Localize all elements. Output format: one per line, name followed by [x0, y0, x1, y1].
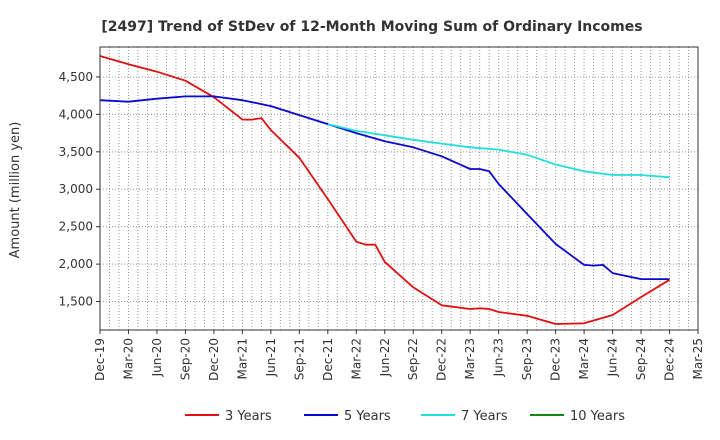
y-tick-label: 2,000	[59, 257, 93, 271]
x-tick-label: Sep-21	[292, 338, 306, 380]
y-tick-label: 3,500	[59, 145, 93, 159]
legend-label: 5 Years	[344, 409, 391, 424]
x-tick-label: Mar-20	[121, 338, 135, 379]
legend-label: 10 Years	[570, 409, 625, 424]
x-tick-label: Jun-24	[606, 338, 620, 377]
legend: 3 Years 5 Years 7 Years 10 Years	[185, 409, 625, 424]
series-line-7-years	[327, 123, 670, 179]
plot-border	[99, 46, 699, 331]
x-tick-label: Jun-22	[378, 338, 392, 377]
y-tick-label: 1,500	[59, 295, 93, 309]
gridlines	[99, 47, 699, 330]
y-tick-label: 3,000	[59, 182, 93, 196]
x-tick-label: Sep-24	[634, 338, 648, 380]
series-layer	[99, 55, 670, 325]
x-tick-label: Dec-24	[663, 338, 677, 381]
y-axis-title: Amount (million yen)	[8, 122, 23, 259]
legend-label: 3 Years	[225, 409, 272, 424]
x-tick-label: Jun-20	[150, 338, 164, 377]
x-tick-label: Jun-21	[264, 338, 278, 377]
y-tick-label: 4,500	[59, 70, 93, 84]
x-tick-label: Dec-21	[321, 338, 335, 381]
y-tick-label: 4,000	[59, 107, 93, 121]
x-tick-label: Dec-23	[549, 338, 563, 381]
x-tick-label: Sep-22	[406, 338, 420, 380]
legend-label: 7 Years	[461, 409, 508, 424]
plot-area	[100, 47, 698, 330]
x-tick-label: Jun-23	[492, 338, 506, 377]
series-line-3-years	[99, 55, 670, 325]
x-tick-label: Sep-20	[178, 338, 192, 380]
y-axis-ticks: 1,500 2,000 2,500 3,000 3,500 4,000 4,500	[59, 70, 100, 309]
x-tick-label: Dec-20	[207, 338, 221, 381]
x-axis-ticks: Dec-19 Mar-20 Jun-20 Sep-20 Dec-20 Mar-21 Jun-…	[93, 330, 705, 381]
x-tick-label: Sep-23	[520, 338, 534, 380]
x-tick-label: Mar-24	[577, 338, 591, 379]
x-tick-label: Dec-22	[435, 338, 449, 381]
y-tick-label: 2,500	[59, 220, 93, 234]
x-tick-label: Mar-21	[235, 338, 249, 379]
series-line-5-years	[99, 95, 670, 280]
chart-title: [2497] Trend of StDev of 12-Month Moving…	[101, 19, 642, 35]
x-tick-label: Mar-25	[691, 338, 705, 379]
x-tick-label: Mar-23	[463, 338, 477, 379]
x-tick-label: Dec-19	[93, 338, 107, 381]
x-tick-label: Mar-22	[349, 338, 363, 379]
